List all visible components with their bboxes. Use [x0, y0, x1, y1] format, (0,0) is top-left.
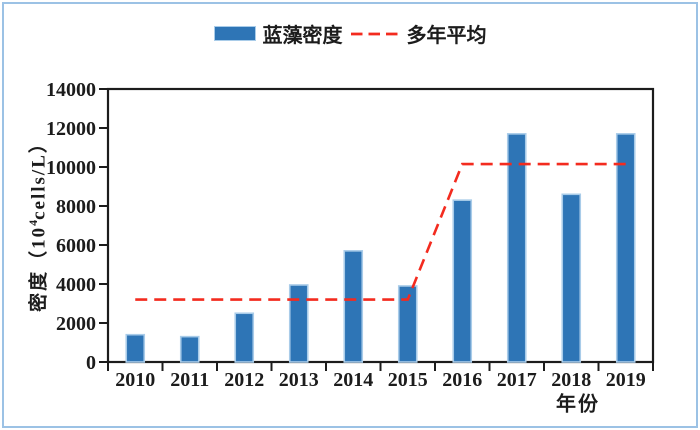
legend-avg-label: 多年平均	[406, 25, 487, 47]
bar-2019	[615, 133, 636, 363]
x-tick-label: 2017	[497, 369, 537, 391]
y-tick-label: 12000	[46, 118, 96, 140]
x-tick-label: 2018	[551, 369, 591, 391]
y-tick-label: 6000	[56, 235, 96, 257]
y-tick-label: 2000	[56, 313, 96, 335]
x-axis-title: 年份	[556, 393, 600, 416]
bar-2013	[288, 284, 309, 363]
x-tick-label: 2011	[170, 369, 209, 391]
x-tick-label: 2012	[224, 369, 264, 391]
x-tick-label: 2013	[279, 369, 319, 391]
avg-dashed-line	[135, 162, 626, 301]
legend-series-label: 蓝藻密度	[262, 25, 343, 47]
bar-2011	[179, 335, 200, 363]
bar-2015	[397, 285, 418, 363]
bar-2017	[506, 133, 527, 363]
y-tick-label: 14000	[46, 79, 96, 101]
bar-2016	[452, 199, 473, 363]
x-tick-label: 2016	[442, 369, 482, 391]
x-tick-label: 2019	[606, 369, 646, 391]
y-tick-label: 8000	[56, 196, 96, 218]
x-tick-label: 2015	[388, 369, 428, 391]
y-tick-label: 10000	[46, 157, 96, 179]
x-tick-label: 2014	[333, 369, 373, 391]
bar-2012	[234, 312, 255, 363]
bar-2018	[561, 193, 582, 363]
bar-2014	[343, 250, 364, 363]
bar-2010	[125, 333, 146, 363]
y-tick-label: 0	[86, 352, 96, 374]
legend: 蓝藻密度 多年平均	[0, 19, 700, 48]
x-tick-label: 2010	[115, 369, 155, 391]
legend-dash-line-icon	[350, 32, 399, 35]
legend-bar-swatch	[213, 26, 256, 41]
y-tick-label: 4000	[56, 274, 96, 296]
